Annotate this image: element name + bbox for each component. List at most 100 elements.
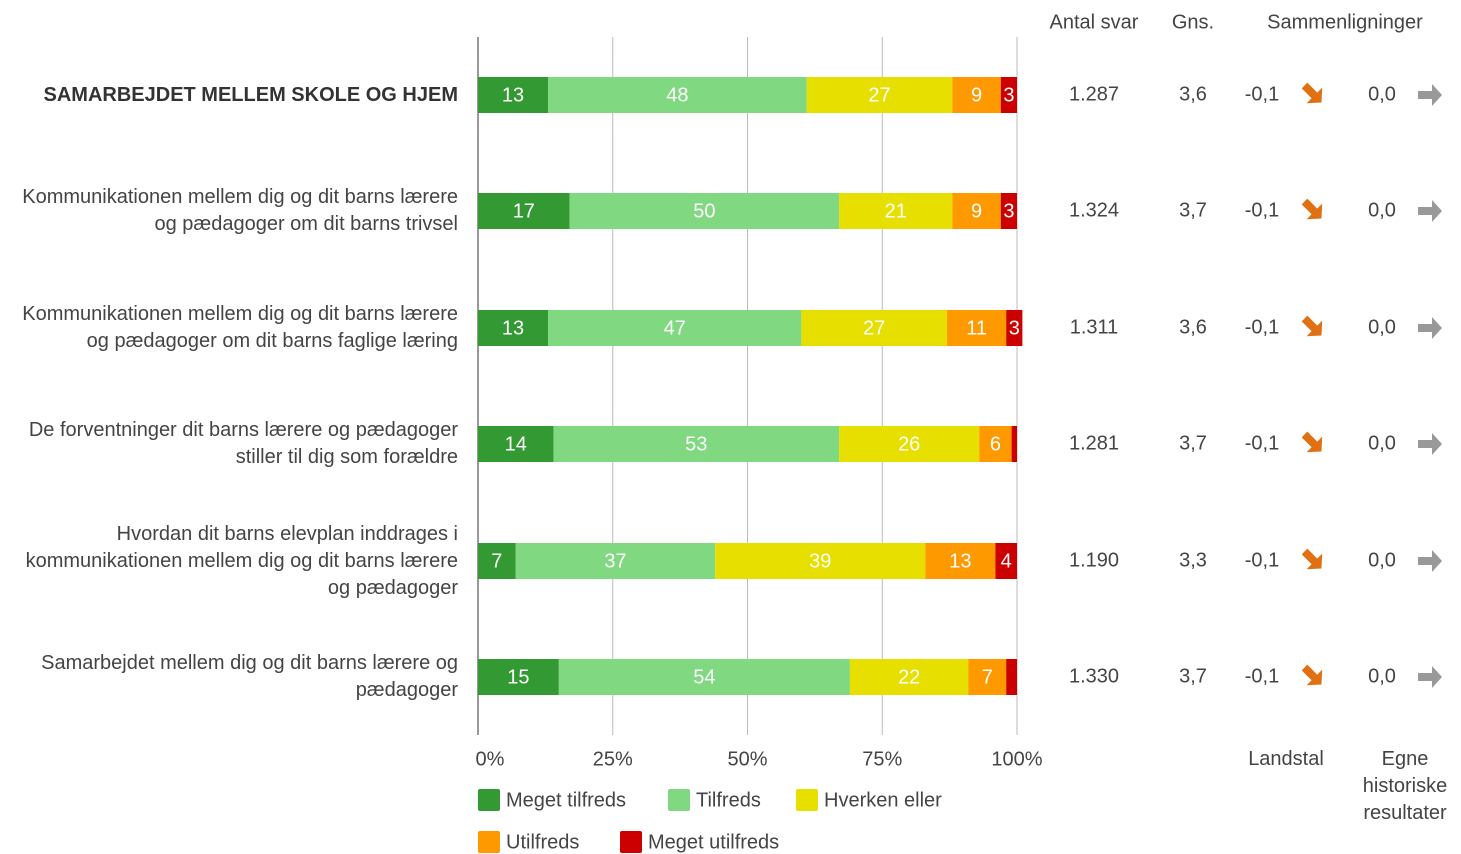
data-label: 21 — [885, 200, 907, 222]
data-label: 13 — [502, 317, 524, 339]
data-label: 26 — [898, 433, 920, 455]
bar-segment — [478, 543, 516, 579]
data-label: 54 — [693, 666, 715, 688]
data-label: 7 — [982, 666, 993, 688]
data-label: 53 — [685, 433, 707, 455]
bar-segment — [478, 659, 559, 695]
trend-arrow — [1301, 315, 1323, 337]
data-label: 27 — [863, 317, 885, 339]
legend-label: Utilfreds — [506, 831, 579, 853]
gennemsnit: 3,3 — [1179, 549, 1207, 571]
gennemsnit: 3,7 — [1179, 199, 1207, 221]
landstal-diff: -0,1 — [1245, 432, 1279, 454]
gennemsnit: 3,6 — [1179, 316, 1207, 338]
data-label: 7 — [491, 550, 502, 572]
trend-arrow — [1418, 200, 1442, 222]
trend-arrow — [1418, 666, 1442, 688]
data-label: 6 — [990, 433, 1001, 455]
legend-label: Meget utilfreds — [648, 831, 779, 853]
bar-segment — [1000, 193, 1017, 229]
trend-arrow — [1301, 431, 1323, 453]
bar-segment — [806, 77, 953, 113]
data-label: 11 — [966, 317, 987, 339]
historisk-diff: 0,0 — [1368, 432, 1396, 454]
landstal-diff: -0,1 — [1245, 549, 1279, 571]
antal-svar: 1.330 — [1069, 665, 1119, 687]
bar-segment — [849, 659, 969, 695]
bar-segment — [558, 659, 850, 695]
antal-svar: 1.281 — [1069, 432, 1119, 454]
trend-arrow — [1418, 550, 1442, 572]
bar-segment — [553, 426, 840, 462]
data-label: 17 — [513, 200, 535, 222]
antal-svar: 1.324 — [1069, 199, 1119, 221]
legend-swatch — [668, 789, 690, 811]
gennemsnit: 3,7 — [1179, 432, 1207, 454]
x-tick-label: 0% — [476, 748, 505, 770]
column-header: Gns. — [1172, 11, 1214, 33]
data-label: 13 — [949, 550, 971, 572]
data-label: 3 — [1003, 84, 1014, 106]
antal-svar: 1.287 — [1069, 83, 1119, 105]
x-tick-label: 100% — [991, 748, 1042, 770]
bar-segment — [968, 659, 1007, 695]
bar-segment — [548, 77, 807, 113]
bar-segment — [478, 77, 549, 113]
legend-swatch — [620, 831, 642, 853]
data-label: 47 — [664, 317, 686, 339]
historisk-diff: 0,0 — [1368, 199, 1396, 221]
landstal-diff: -0,1 — [1245, 665, 1279, 687]
data-label: 3 — [1003, 200, 1014, 222]
trend-arrow — [1418, 317, 1442, 339]
bar-segment — [801, 310, 947, 346]
trend-arrow — [1418, 433, 1442, 455]
data-label: 13 — [502, 84, 524, 106]
legend-label: Hverken eller — [824, 789, 942, 811]
bar-segment — [952, 77, 1001, 113]
category-label: Kommunikationen mellem dig og dit barns … — [22, 303, 458, 352]
bar-segment — [515, 543, 716, 579]
column-header: Antal svar — [1050, 11, 1139, 33]
trend-arrow — [1301, 82, 1323, 104]
antal-svar: 1.311 — [1070, 316, 1119, 338]
bar-segment — [839, 193, 953, 229]
column-footer: Egne historiske resultater — [1362, 748, 1448, 824]
x-tick-label: 75% — [862, 748, 902, 770]
data-label: 48 — [666, 84, 688, 106]
category-label: De forventninger dit barns lærere og pæd… — [28, 419, 458, 468]
category-label: Kommunikationen mellem dig og dit barns … — [22, 186, 458, 235]
antal-svar: 1.190 — [1069, 549, 1119, 571]
data-label: 9 — [971, 84, 982, 106]
data-label: 27 — [868, 84, 890, 106]
gennemsnit: 3,6 — [1179, 83, 1207, 105]
legend-label: Tilfreds — [696, 789, 761, 811]
bar-segment — [548, 310, 802, 346]
data-label: 14 — [505, 433, 527, 455]
category-label: Samarbejdet mellem dig og dit barns lære… — [41, 652, 458, 701]
column-footer: Landstal — [1248, 748, 1324, 770]
data-label: 22 — [898, 666, 920, 688]
legend-swatch — [478, 831, 500, 853]
bar-segment — [995, 543, 1017, 579]
historisk-diff: 0,0 — [1368, 549, 1396, 571]
data-label: 3 — [1009, 317, 1020, 339]
bar-segment — [1006, 310, 1023, 346]
bar-segment — [925, 543, 996, 579]
trend-arrow — [1301, 664, 1323, 686]
data-label: 9 — [971, 200, 982, 222]
column-header: Sammenligninger — [1267, 11, 1423, 33]
landstal-diff: -0,1 — [1245, 199, 1279, 221]
landstal-diff: -0,1 — [1245, 83, 1279, 105]
data-label: 4 — [1001, 550, 1012, 572]
trend-arrow — [1301, 548, 1323, 570]
x-tick-label: 50% — [727, 748, 767, 770]
x-tick-label: 25% — [593, 748, 633, 770]
bar-segment — [979, 426, 1012, 462]
bar-segment — [952, 193, 1001, 229]
bar-segment — [1000, 77, 1017, 113]
bar-segment — [1011, 426, 1017, 462]
bar-segment — [946, 310, 1007, 346]
bar-segment — [478, 310, 549, 346]
